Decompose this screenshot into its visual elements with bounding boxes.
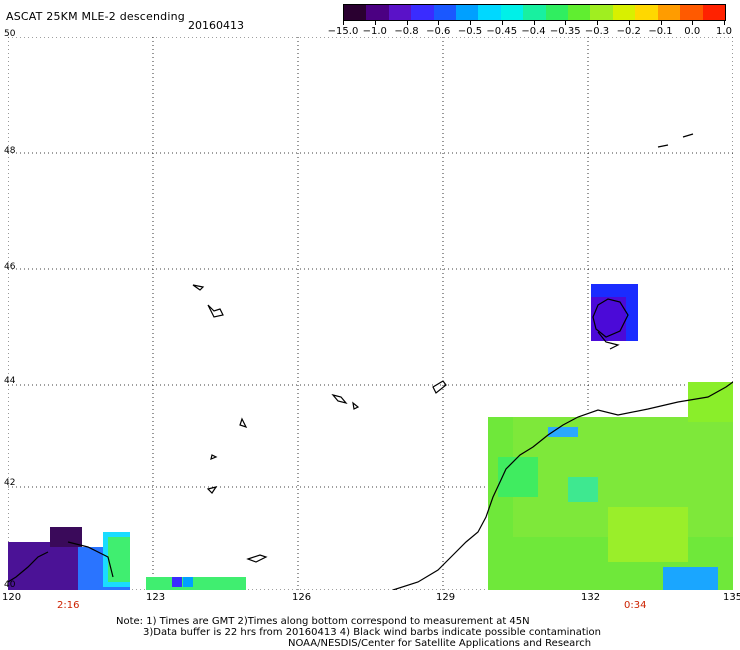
color-swatch bbox=[590, 5, 613, 20]
color-scale-tick bbox=[406, 20, 408, 25]
color-swatch bbox=[568, 5, 591, 20]
color-swatch bbox=[545, 5, 569, 20]
color-scale-label: −1.0 bbox=[362, 26, 387, 37]
color-swatch bbox=[366, 5, 389, 20]
longitude-label: 126 bbox=[292, 592, 312, 603]
coastlines bbox=[8, 133, 733, 590]
longitude-label: 132 bbox=[581, 592, 601, 603]
color-scale-tick bbox=[565, 20, 567, 25]
color-swatch bbox=[635, 5, 658, 20]
color-swatch bbox=[612, 5, 636, 20]
color-swatch bbox=[433, 5, 457, 20]
color-scale-label: −0.3 bbox=[584, 26, 610, 37]
color-scale-label: −15.0 bbox=[327, 26, 359, 37]
color-swatch bbox=[388, 5, 412, 20]
color-swatch bbox=[456, 5, 479, 20]
latitude-label: 40 bbox=[4, 580, 16, 590]
color-scale-label: −0.8 bbox=[394, 26, 419, 37]
note-line-2: 3)Data buffer is 22 hrs from 20160413 4)… bbox=[143, 627, 601, 638]
color-scale-tick bbox=[628, 20, 630, 25]
latitude-label: 46 bbox=[4, 262, 16, 272]
longitude-label: 135 bbox=[723, 592, 740, 603]
swath-time-2: 0:34 bbox=[624, 600, 647, 611]
color-scale-label: −0.5 bbox=[457, 26, 483, 37]
color-scale-tick bbox=[374, 20, 376, 25]
color-scale-tick bbox=[501, 20, 503, 25]
color-scale-tick bbox=[533, 20, 535, 25]
color-scale-label: −0.45 bbox=[486, 26, 518, 37]
color-scale-tick bbox=[470, 20, 471, 25]
color-scale-label: −0.6 bbox=[426, 26, 451, 37]
longitude-label: 123 bbox=[146, 592, 166, 603]
swath-southwest bbox=[8, 527, 130, 590]
longitude-label: 120 bbox=[2, 592, 22, 603]
swath-northeast bbox=[488, 382, 733, 590]
latitude-label: 42 bbox=[4, 478, 16, 488]
color-swatch bbox=[523, 5, 546, 20]
color-scale-tick bbox=[343, 20, 344, 25]
latitude-label: 48 bbox=[4, 146, 16, 156]
latitude-label: 50 bbox=[4, 29, 16, 39]
color-scale-tick bbox=[660, 20, 662, 25]
color-swatch bbox=[344, 5, 367, 20]
map-date: 20160413 bbox=[188, 19, 244, 32]
color-scale-label: 1.0 bbox=[716, 26, 732, 37]
swath-sakhalin-box bbox=[591, 284, 638, 341]
swath-south-center bbox=[146, 577, 246, 590]
note-line-3: NOAA/NESDIS/Center for Satellite Applica… bbox=[288, 638, 592, 649]
note-line-1: Note: 1) Times are GMT 2)Times along bot… bbox=[116, 616, 530, 627]
color-scale-tick bbox=[597, 20, 598, 25]
color-scale-bar bbox=[343, 4, 726, 21]
color-swatch bbox=[478, 5, 501, 20]
color-scale-tick bbox=[724, 20, 725, 25]
color-swatch bbox=[680, 5, 703, 20]
color-swatch bbox=[500, 5, 524, 20]
latitude-label: 44 bbox=[4, 376, 16, 386]
map-plot bbox=[8, 37, 733, 590]
color-swatch bbox=[411, 5, 434, 20]
color-scale-label: −0.4 bbox=[521, 26, 546, 37]
color-swatch bbox=[657, 5, 681, 20]
longitude-label: 129 bbox=[436, 592, 456, 603]
color-swatch bbox=[702, 5, 725, 20]
color-scale-label: −0.2 bbox=[616, 26, 641, 37]
color-scale-label: 0.0 bbox=[684, 26, 701, 37]
color-scale-tick bbox=[692, 20, 694, 25]
color-scale-label: −0.1 bbox=[648, 26, 673, 37]
swath-time-1: 2:16 bbox=[57, 600, 80, 611]
color-scale-label: −0.35 bbox=[549, 26, 581, 37]
color-scale-tick bbox=[438, 20, 440, 25]
map-title: ASCAT 25KM MLE-2 descending bbox=[6, 10, 185, 23]
